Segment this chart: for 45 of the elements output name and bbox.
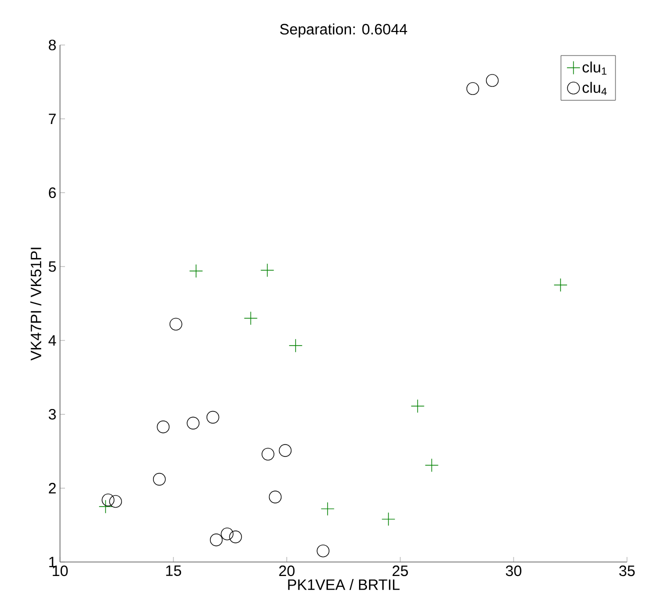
- x-axis-title: PK1VEA / BRTIL: [288, 578, 400, 590]
- point: [210, 533, 223, 546]
- point: [220, 528, 234, 540]
- point: [410, 399, 425, 414]
- point: [424, 458, 439, 472]
- chart-title: Separation: 0.6044: [280, 24, 408, 38]
- y-axis-title: VK47PI / VK51PI: [30, 248, 42, 361]
- point: [98, 500, 112, 514]
- y-tick-label: 2: [48, 482, 56, 494]
- point: [554, 278, 568, 292]
- point: [170, 318, 182, 331]
- y-tick-label: 1: [49, 556, 56, 568]
- legend-label: clu$_{4}$: [582, 82, 607, 96]
- y-tick-label: 4: [48, 335, 56, 346]
- point: [268, 490, 282, 504]
- point: [206, 410, 220, 424]
- point: [244, 311, 258, 326]
- point: [466, 82, 480, 95]
- x-tick-label: 30: [506, 566, 522, 576]
- point: [382, 512, 396, 526]
- point: [288, 338, 302, 352]
- point: [156, 420, 170, 434]
- point: [320, 502, 334, 516]
- point: [316, 544, 330, 558]
- y-tick-label: 3: [48, 408, 56, 420]
- x-tick-label: 20: [279, 566, 295, 576]
- point: [109, 495, 122, 508]
- x-tick-label: 35: [619, 566, 635, 576]
- y-tick-label: 6: [48, 187, 56, 198]
- point: [186, 416, 200, 430]
- point: [189, 264, 203, 278]
- legend-label: clu$_{1}$: [582, 62, 606, 75]
- x-tick-label: 25: [392, 566, 408, 576]
- point: [260, 263, 274, 278]
- y-tick-label: 5: [48, 261, 56, 272]
- point: [102, 494, 114, 506]
- point: [262, 448, 274, 461]
- x-tick-label: 10: [52, 566, 68, 576]
- y-tick-label: 8: [48, 40, 56, 50]
- point: [152, 472, 166, 486]
- point: [486, 74, 499, 87]
- y-tick-label: 7: [48, 114, 56, 124]
- x-tick-label: 15: [166, 566, 182, 576]
- point: [278, 444, 292, 457]
- point: [229, 530, 242, 544]
